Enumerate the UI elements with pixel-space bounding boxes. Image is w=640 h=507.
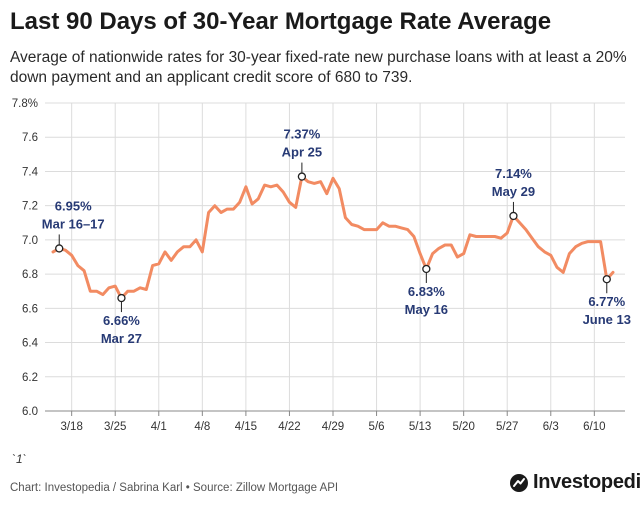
grid-lines — [45, 102, 625, 412]
x-tick-label: 5/20 — [452, 421, 474, 433]
annotation-marker — [602, 275, 611, 284]
y-tick-label: 7.6 — [22, 132, 38, 144]
annotation-date: May 16 — [405, 302, 448, 317]
annotation-marker — [297, 172, 307, 181]
annotation: 6.77% June 13 — [583, 275, 631, 327]
annotation: 7.37% Apr 25 — [282, 127, 322, 181]
y-tick-label: 6.6 — [22, 303, 38, 315]
x-tick-label: 5/6 — [369, 421, 385, 433]
annotation-rate: 7.14% — [495, 166, 532, 181]
y-tick-label: 7.8% — [12, 98, 38, 110]
x-tick-label: 6/10 — [583, 421, 605, 433]
y-tick-label: 7.0 — [22, 235, 38, 247]
annotation-rate: 6.83% — [408, 284, 445, 299]
annotation-date: June 13 — [583, 312, 631, 327]
investopedia-logo-icon — [510, 473, 528, 492]
annotation-date: Mar 27 — [101, 331, 142, 346]
chart-title: Last 90 Days of 30-Year Mortgage Rate Av… — [10, 8, 552, 35]
annotation-date: Mar 16–17 — [42, 216, 105, 231]
x-axis: 3/18 3/25 4/1 4/8 4/15 4/22 4/29 5/6 5/13 5/20 5/2… — [45, 410, 625, 433]
annotation-marker — [422, 264, 431, 274]
annotation-rate: 6.95% — [55, 198, 92, 213]
chart-subtitle: Average of nationwide rates for 30-year … — [10, 49, 627, 86]
annotation-marker — [55, 244, 64, 253]
annotation-date: May 29 — [492, 184, 535, 199]
x-tick-label: 4/15 — [235, 421, 257, 433]
x-tick-label: 3/25 — [104, 421, 126, 433]
y-tick-label: 7.4 — [22, 166, 39, 178]
x-tick-label: 4/1 — [151, 421, 167, 433]
x-tick-label: 5/27 — [496, 421, 518, 433]
annotation-rate: 7.37% — [283, 127, 320, 142]
annotation-rate: 6.77% — [588, 294, 625, 309]
y-tick-label: 7.2 — [22, 201, 38, 213]
annotation-rate: 6.66% — [103, 313, 140, 328]
annotations-layer: 6.95% Mar 16–17 6.66% Mar 27 7.37% Apr 25 6.83… — [42, 127, 631, 346]
x-tick-label: 3/18 — [60, 421, 82, 433]
series-layer — [51, 175, 615, 300]
y-tick-label: 6.8 — [22, 269, 38, 281]
annotation-marker — [117, 293, 126, 303]
annotation: 6.83% May 16 — [405, 264, 448, 317]
annotation-marker — [509, 211, 518, 221]
y-tick-label: 6.2 — [22, 372, 38, 384]
investopedia-logo-text: Investopedia — [533, 471, 640, 493]
annotation: 6.95% Mar 16–17 — [42, 198, 105, 253]
annotation-date: Apr 25 — [282, 145, 322, 160]
annotation: 6.66% Mar 27 — [101, 293, 142, 346]
annotation: 7.14% May 29 — [492, 166, 535, 221]
x-tick-label: 6/3 — [543, 421, 559, 433]
x-tick-label: 5/13 — [409, 421, 431, 433]
source-credit: Chart: Investopedia / Sabrina Karl • Sou… — [10, 482, 339, 494]
rate-line — [51, 175, 615, 300]
x-tick-label: 4/8 — [194, 421, 210, 433]
footnote-marker: `1` — [12, 452, 27, 466]
y-tick-label: 6.0 — [22, 406, 38, 418]
y-axis-labels: 7.8% 7.6 7.4 7.2 7.0 6.8 6.6 6.4 6.2 6.0 — [12, 98, 39, 418]
y-tick-label: 6.4 — [22, 338, 39, 350]
x-tick-label: 4/22 — [278, 421, 300, 433]
x-tick-label: 4/29 — [322, 421, 344, 433]
investopedia-logo: Investopedia — [510, 471, 640, 494]
